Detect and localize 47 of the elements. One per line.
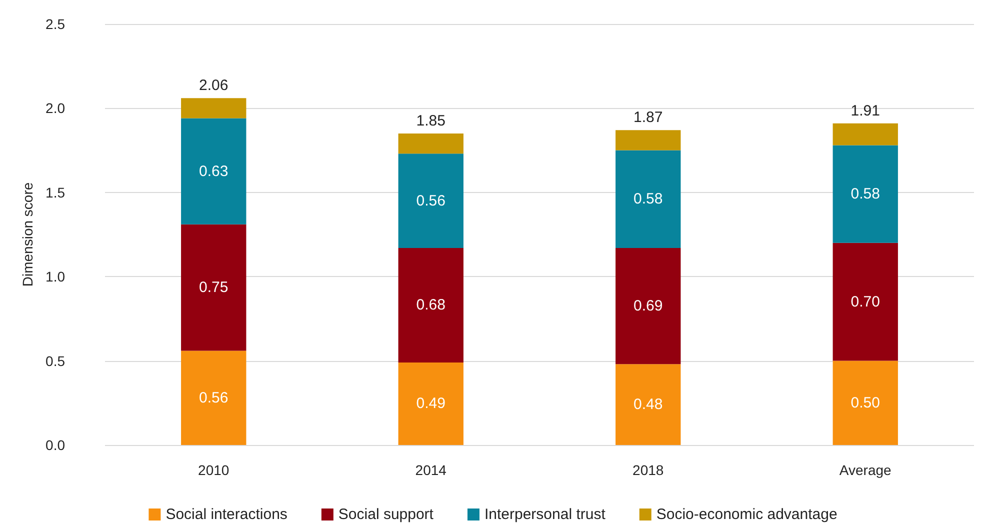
y-tick-label: 0.5: [46, 352, 66, 369]
bar: [616, 130, 681, 150]
data-label: 0.56: [416, 192, 446, 210]
bar: [181, 224, 246, 351]
data-label: 0.68: [416, 296, 446, 314]
data-label: 0.58: [850, 186, 880, 203]
bar: [181, 118, 246, 224]
bar: [832, 242, 898, 361]
total-label: 1.91: [850, 102, 880, 120]
bar: [398, 154, 464, 248]
legend-label: Interpersonal trust: [484, 506, 606, 523]
data-label: 0.58: [634, 190, 663, 208]
total-label: 2.06: [199, 77, 228, 94]
y-tick-label: 1.0: [46, 268, 66, 285]
x-tick-label: 2018: [632, 462, 664, 478]
data-label: 0.48: [634, 396, 663, 414]
data-label: 0.63: [199, 162, 228, 180]
data-label: 0.75: [199, 279, 228, 296]
bar: [832, 145, 898, 243]
y-tick-label: 1.5: [46, 184, 66, 200]
bar: [616, 248, 681, 364]
y-axis-title: Dimension score: [20, 182, 36, 287]
total-label: 1.85: [416, 112, 446, 130]
total-label: 1.87: [634, 109, 663, 126]
legend-label: Social interactions: [166, 506, 288, 523]
bar: [181, 98, 246, 118]
data-label: 0.69: [634, 298, 663, 315]
legend-label: Social support: [338, 506, 434, 523]
x-tick-label: 2014: [415, 462, 447, 478]
data-label: 0.56: [199, 389, 228, 406]
bar: [832, 123, 898, 146]
y-tick-label: 2.0: [46, 100, 66, 116]
bar: [616, 150, 681, 248]
x-tick-label: Average: [839, 462, 892, 478]
bar: [181, 350, 246, 445]
data-label: 0.49: [416, 395, 446, 412]
y-tick-label: 0.0: [46, 437, 66, 453]
data-label: 0.70: [850, 293, 880, 310]
bar: [398, 362, 464, 445]
x-tick-label: 2010: [198, 462, 230, 478]
bar: [832, 360, 898, 445]
y-tick-label: 2.5: [46, 16, 66, 32]
bar: [398, 248, 464, 362]
bar: [398, 133, 464, 154]
data-label: 0.50: [850, 394, 880, 412]
legend-label: Socio-economic advantage: [656, 506, 838, 523]
bar: [616, 364, 681, 445]
